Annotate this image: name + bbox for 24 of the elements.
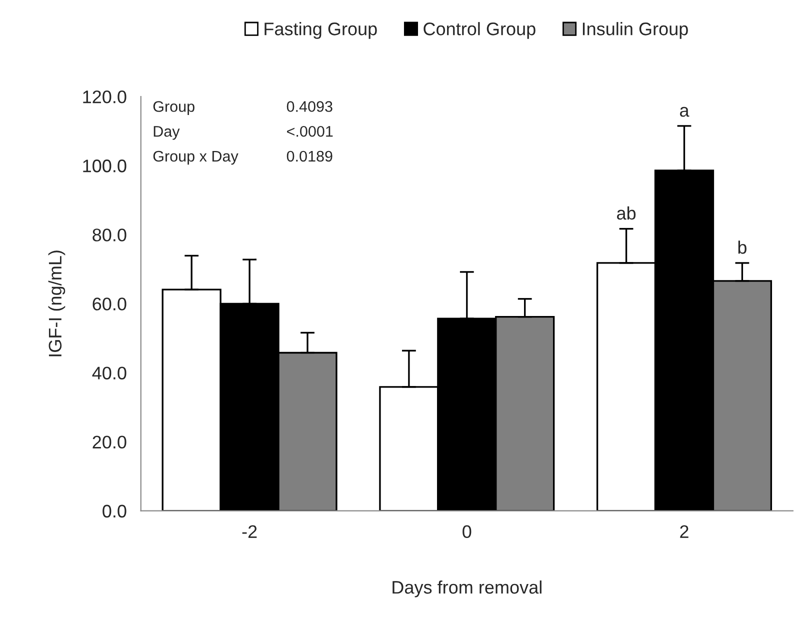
y-tick-label: 80.0	[92, 228, 126, 242]
annotation: Day	[154, 126, 180, 140]
annotation: 0.0189	[286, 150, 332, 162]
x-tick-label: 2	[680, 525, 688, 538]
annotation: 0.4093	[286, 101, 332, 112]
y-tick-label: 40.0	[92, 366, 126, 380]
legend-label: Fasting Group	[264, 22, 377, 39]
y-axis-title: IGF-I (ng/mL)	[48, 250, 66, 356]
x-axis-title: Days from removal	[392, 580, 542, 598]
annotation: b	[738, 240, 746, 254]
x-tick-label: -2	[242, 525, 257, 538]
y-tick-label: 60.0	[92, 298, 126, 310]
annotation: <.0001	[287, 126, 333, 137]
x-tick-label: 0	[462, 525, 472, 538]
y-tick-label: 100.0	[83, 160, 126, 172]
legend-label: Control Group	[424, 22, 536, 39]
legend-label: Insulin Group	[582, 22, 688, 39]
annotation: Group	[153, 101, 194, 115]
annotation: a	[680, 106, 690, 117]
y-tick-label: 120.0	[83, 90, 126, 104]
y-tick-label: 20.0	[92, 436, 126, 449]
annotation: Group x Day	[153, 150, 238, 165]
y-tick-label: 0.0	[102, 504, 126, 518]
annotation: ab	[617, 206, 636, 220]
